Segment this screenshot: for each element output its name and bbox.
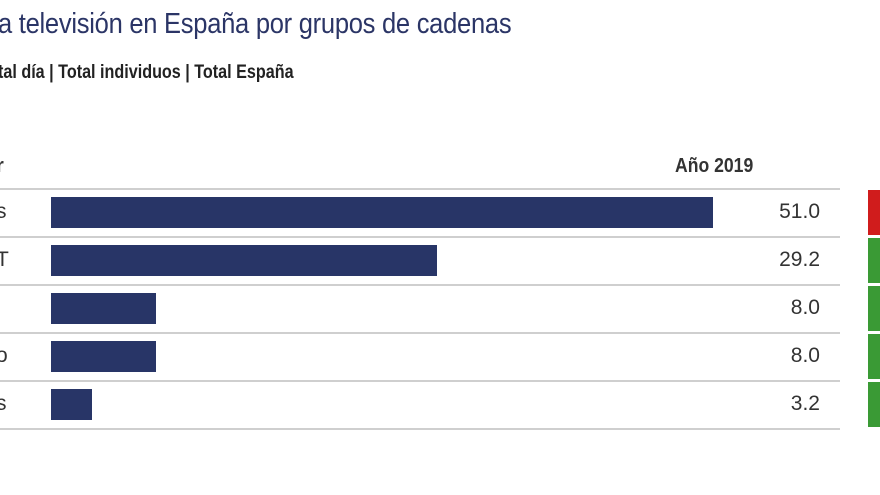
table-row: s 51.0 — [0, 188, 840, 236]
bar — [51, 197, 713, 228]
column-header-group: r — [0, 155, 4, 178]
trend-indicator-up — [868, 334, 880, 379]
bar — [51, 389, 92, 420]
bar — [51, 293, 156, 324]
table-row: T 29.2 — [0, 236, 840, 284]
table-row: . 8.0 — [0, 284, 840, 332]
bar — [51, 341, 156, 372]
row-label: . — [0, 296, 2, 320]
row-value: 3.2 — [790, 392, 820, 415]
trend-indicator-down — [868, 190, 880, 235]
row-value: 8.0 — [790, 296, 820, 319]
row-label: T — [0, 248, 9, 271]
row-value: 29.2 — [779, 248, 820, 271]
table-row: o 8.0 — [0, 332, 840, 380]
row-label: s — [0, 200, 7, 223]
trend-indicator-up — [868, 238, 880, 283]
bar-table: s 51.0 T 29.2 . 8.0 o 8.0 s 3.2 — [0, 188, 840, 430]
row-value: 8.0 — [790, 344, 820, 367]
column-header-year: Año 2019 — [675, 155, 754, 177]
row-label: s — [0, 392, 7, 415]
table-row: s 3.2 — [0, 380, 840, 430]
trend-indicator-up — [868, 286, 880, 331]
chart-subtitle: tal día | Total individuos | Total Españ… — [0, 62, 294, 83]
chart-title: a televisión en España por grupos de cad… — [0, 8, 512, 40]
trend-indicator-up — [868, 382, 880, 427]
row-label: o — [0, 344, 8, 367]
bar — [51, 245, 437, 276]
row-value: 51.0 — [779, 200, 820, 223]
